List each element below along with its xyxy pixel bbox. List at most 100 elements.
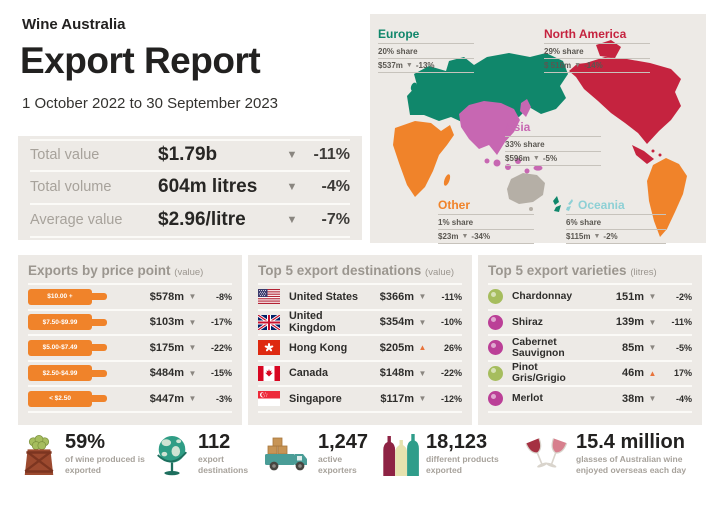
trend-down-icon: ▼ xyxy=(188,343,197,353)
destinations-panel: Top 5 export destinations (value) United… xyxy=(248,255,472,425)
row-change: -17% xyxy=(210,317,232,328)
row-value: $117m xyxy=(380,392,414,405)
row-change: -2% xyxy=(675,291,692,302)
variety-name: Merlot xyxy=(512,393,543,405)
row-value: $175m xyxy=(149,341,184,354)
summary-row-average-value: Average value $2.96/litre ▼ -7% xyxy=(30,205,350,238)
stat-caption: glasses of Australian wine enjoyed overs… xyxy=(576,454,687,475)
trend-down-icon: ▼ xyxy=(648,343,657,353)
trend-down-icon: ▼ xyxy=(286,214,298,226)
row-value: 85m xyxy=(621,341,644,354)
stat-number: 112 xyxy=(198,431,231,453)
stat-number: 15.4 million xyxy=(576,431,685,453)
row-value: $447m xyxy=(149,392,184,405)
region-value: $115m xyxy=(566,232,591,241)
variety-name: Chardonnay xyxy=(512,291,573,303)
row-change: -10% xyxy=(440,317,462,328)
brand-name: Wine Australia xyxy=(22,16,126,33)
singapore-flag-icon xyxy=(258,391,280,407)
stat-export-destinations: 112 export destinations xyxy=(153,432,263,502)
summary-value: 604m litres xyxy=(158,176,258,197)
price-row: $7.50-$9.99 $103m ▼ -17% xyxy=(28,311,232,336)
variety-row: Shiraz 139m ▼ -11% xyxy=(488,311,692,336)
destination-row: United States $366m ▼ -11% xyxy=(258,285,462,311)
price-row: $10.00 + $578m ▼ -8% xyxy=(28,285,232,311)
summary-change: -4% xyxy=(321,178,350,195)
trend-down-icon: ▼ xyxy=(574,62,582,69)
summary-change: -7% xyxy=(321,211,350,228)
panel-title: Exports by price point xyxy=(28,263,171,278)
country-name: United Kingdom xyxy=(289,310,336,335)
row-value: $103m xyxy=(149,316,184,329)
country-name: Canada xyxy=(289,367,329,380)
row-change: -3% xyxy=(215,393,232,404)
canada-flag-icon xyxy=(258,365,280,381)
row-change: -12% xyxy=(440,393,462,404)
wine-bottle-icon: $2.50-$4.99 xyxy=(28,365,107,382)
region-value: $23m xyxy=(438,232,459,241)
panel-title: Top 5 export destinations xyxy=(258,263,422,278)
panel-title: Top 5 export varieties xyxy=(488,263,627,278)
region-value: $ 516m xyxy=(544,61,572,70)
region-change: -13% xyxy=(415,61,435,70)
region-change: -5% xyxy=(542,154,558,163)
globe-icon xyxy=(157,436,187,476)
report-period: 1 October 2022 to 30 September 2023 xyxy=(22,95,279,112)
trend-down-icon: ▼ xyxy=(405,62,413,69)
stat-wine-exported: 59% of wine produced is exported xyxy=(20,432,153,502)
wine-glasses-icon xyxy=(525,438,568,468)
trend-down-icon: ▼ xyxy=(648,394,657,404)
stat-active-exporters: 1,247 active exporters xyxy=(263,432,383,502)
row-value: 46m xyxy=(621,367,644,380)
trend-down-icon: ▼ xyxy=(461,233,469,240)
row-value: $484m xyxy=(149,367,184,380)
stat-glasses-per-day: 15.4 million glasses of Australian wine … xyxy=(523,432,710,502)
region-change: -2% xyxy=(603,232,618,241)
trend-down-icon: ▼ xyxy=(418,317,427,327)
destination-row: Singapore $117m ▼ -12% xyxy=(258,387,462,413)
trend-down-icon: ▼ xyxy=(286,149,298,161)
trend-down-icon: ▼ xyxy=(648,292,657,302)
summary-label: Total value xyxy=(30,147,100,163)
row-change: 17% xyxy=(673,368,692,379)
page-title: Export Report xyxy=(20,40,261,81)
summary-row-total-value: Total value $1.79b ▼ -11% xyxy=(30,138,350,172)
region-share: 6% share xyxy=(566,215,666,230)
region-share: 1% share xyxy=(438,215,534,230)
stat-number: 1,247 xyxy=(318,431,369,453)
destination-row: United Kingdom $354m ▼ -10% xyxy=(258,310,462,336)
wine-bottle-icon: $7.50-$9.99 xyxy=(28,314,107,331)
wine-bottle-icon: $10.00 + xyxy=(28,288,107,305)
new-zealand-icon xyxy=(566,199,573,211)
destination-row: Hong Kong $205m ▲ 26% xyxy=(258,336,462,362)
row-value: 38m xyxy=(621,392,644,405)
trend-down-icon: ▼ xyxy=(648,317,657,327)
row-value: $354m xyxy=(379,316,414,329)
row-value: 139m xyxy=(615,316,644,329)
panel-unit: (value) xyxy=(425,267,455,278)
variety-row: Pinot Gris/Grigio 46m ▲ 17% xyxy=(488,362,692,387)
row-change: -22% xyxy=(210,342,232,353)
variety-name: Cabernet Sauvignon xyxy=(512,336,565,359)
row-change: -11% xyxy=(671,317,692,328)
row-value: $578m xyxy=(149,290,184,303)
united-kingdom-flag-icon xyxy=(258,314,280,330)
summary-label: Total volume xyxy=(30,179,112,195)
grape-icon xyxy=(488,314,503,330)
world-map-panel: Europe 20% share $537m ▼ -13% North Amer… xyxy=(370,14,706,244)
stat-caption: export destinations xyxy=(198,454,249,475)
trend-down-icon: ▼ xyxy=(418,292,427,302)
trend-down-icon: ▼ xyxy=(593,233,601,240)
trend-down-icon: ▼ xyxy=(188,317,197,327)
region-name: North America xyxy=(544,27,627,41)
row-change: -11% xyxy=(441,291,462,302)
grape-icon xyxy=(488,365,503,381)
summary-row-total-volume: Total volume 604m litres ▼ -4% xyxy=(30,172,350,205)
grape-barrel-icon xyxy=(24,435,54,475)
summary-value: $1.79b xyxy=(158,144,218,165)
price-point-panel: Exports by price point (value) $10.00 + … xyxy=(18,255,242,425)
footer-stats: 59% of wine produced is exported 112 exp… xyxy=(20,432,710,502)
summary-change: -11% xyxy=(313,146,350,163)
stat-caption: of wine produced is exported xyxy=(65,454,145,475)
